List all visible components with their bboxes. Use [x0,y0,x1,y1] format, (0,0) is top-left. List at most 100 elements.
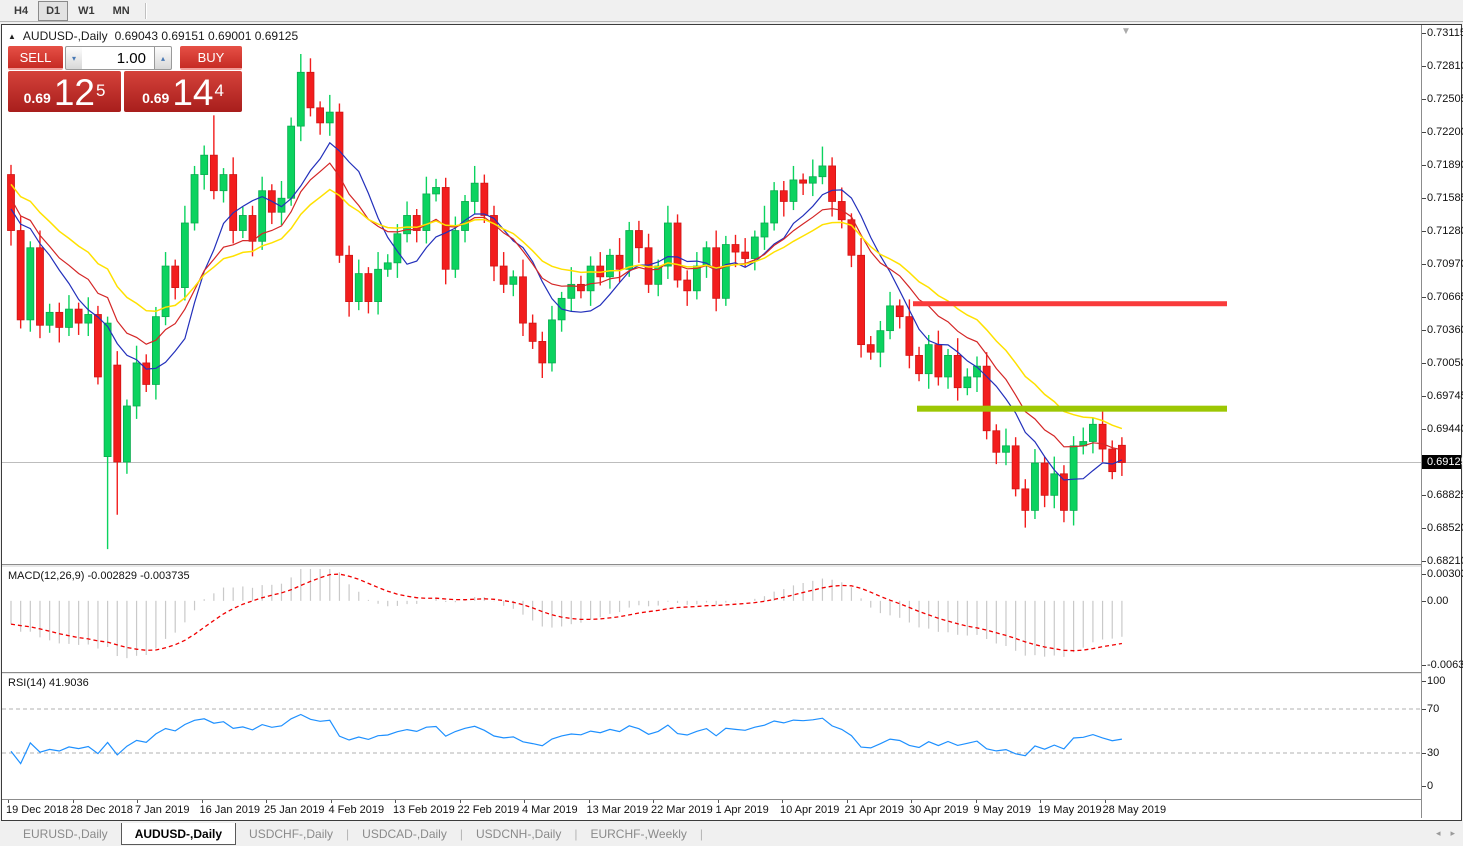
macd-axis-label: -0.006311 [1427,659,1463,671]
candle-body [306,71,315,109]
candle-body [683,279,692,292]
date-axis-tick [1104,800,1106,803]
resistance-line[interactable] [913,301,1227,307]
candle-body [470,182,479,202]
date-label: 7 Jan 2019 [135,804,190,816]
rsi-indicator-panel[interactable]: RSI(14) 41.9036 [2,674,1421,799]
date-label: 22 Mar 2019 [651,804,713,816]
price-axis-tick [1422,396,1426,397]
toolbar-separator [144,2,147,19]
date-axis-tick [330,800,332,803]
date-axis-tick [459,800,461,803]
rsi-label: RSI(14) 41.9036 [8,677,89,689]
rsi-axis-tick [1422,709,1426,710]
macd-signal-line [10,573,1123,652]
date-axis-tick [846,800,848,803]
panel-splitter[interactable] [2,672,1421,674]
volume-increase-button[interactable]: ▴ [154,46,172,70]
main-chart-panel[interactable]: ▲ AUDUSD-,Daily 0.69043 0.69151 0.69001 … [2,25,1421,564]
candle-body [963,376,972,389]
chart-symbol-label: AUDUSD-,Daily [22,29,108,43]
rsi-axis-tick [1422,753,1426,754]
candle-body [509,276,518,285]
price-axis-tick [1422,165,1426,166]
slow-ma-line [10,183,1123,430]
candle-body [712,247,721,299]
candle-body [847,219,856,256]
tab-usdcaddaily[interactable]: USDCAD-,Daily [362,826,447,841]
collapse-triangle-icon[interactable]: ▲ [8,31,16,41]
tab-usdchfdaily[interactable]: USDCHF-,Daily [249,826,334,841]
chart-tab-bar: EURUSD-,Daily AUDUSD-,Daily USDCHF-,Daily |… [0,821,1463,846]
panel-splitter[interactable] [2,564,1421,567]
sell-button[interactable]: SELL [8,46,63,70]
date-axis[interactable]: 19 Dec 2018 28 Dec 2018 7 Jan 2019 16 Jan 2… [2,799,1421,819]
price-axis-label: 0.70665 [1427,291,1463,303]
toolbar-period-d1[interactable]: D1 [38,0,69,21]
volume-decrease-button[interactable]: ▾ [65,46,83,70]
toolbar-period-h4[interactable]: H4 [14,4,29,17]
candle-body [924,344,933,375]
price-axis-tick [1422,330,1426,331]
candle-body [789,179,798,202]
sell-price-display[interactable]: 0.69 12 5 [8,71,121,112]
candle-body [567,283,576,299]
tab-divider: | [346,826,350,841]
candle-body [973,365,981,378]
date-axis-tick [524,800,525,803]
date-label: 19 Dec 2018 [6,804,69,816]
candle-body [519,276,527,324]
candle-body [528,322,537,342]
candle-body [915,354,923,375]
date-axis-tick [717,800,719,803]
rsi-line [10,713,1122,765]
candle-body [779,190,788,202]
candle-body [886,305,894,332]
date-label: 4 Feb 2019 [328,804,385,816]
candle-body [538,341,547,364]
tab-eurusddaily[interactable]: EURUSD-,Daily [23,826,108,841]
tab-eurchfweekly[interactable]: EURCHF-,Weekly [590,826,687,841]
candle-body [1069,445,1078,511]
price-axis-label: 0.72810 [1427,60,1463,72]
macd-axis-label: 0.00 [1427,594,1449,607]
candle-body [354,273,363,302]
macd-axis[interactable]: 0.003035 0.00 -0.006311 [1422,567,1463,672]
candle-body [325,111,334,124]
tab-scroll-left-icon[interactable]: ◂ [1435,828,1441,838]
candle-body [1098,423,1107,450]
price-axis-tick [1422,198,1426,199]
macd-indicator-panel[interactable]: MACD(12,26,9) -0.002829 -0.003735 [2,567,1421,672]
date-label: 30 Apr 2019 [909,804,969,816]
price-axis-tick [1422,132,1426,133]
buy-button[interactable]: BUY [180,46,242,70]
candle-body [94,314,102,378]
candles [7,53,1126,550]
candle-body [692,265,701,292]
tab-usdcnhdaily[interactable]: USDCNH-,Daily [475,826,562,841]
toolbar-period-w1[interactable]: W1 [78,4,95,17]
toolbar-period-mn[interactable]: MN [112,4,130,17]
candle-body [548,319,556,364]
candle-body [316,107,325,124]
sell-price-big: 12 [53,72,95,113]
rsi-axis[interactable]: 100 70 30 0 [1422,674,1461,799]
candle-body [65,308,73,328]
date-label: 1 Apr 2019 [715,804,769,816]
support-line[interactable] [917,405,1227,412]
candle-body [1060,473,1068,511]
price-axis-tick [1422,495,1426,496]
price-axis-tick [1422,363,1426,364]
tab-audusddaily[interactable]: AUDUSD-,Daily [120,822,237,845]
date-axis-tick [72,800,74,803]
chart-shift-marker-icon[interactable]: ▼ [1121,26,1131,37]
rsi-axis-label: 100 [1427,675,1446,687]
candle-body [731,244,740,253]
volume-input[interactable] [82,46,154,70]
buy-price-display[interactable]: 0.69 14 4 [124,71,242,112]
tab-scroll-right-icon[interactable]: ▸ [1450,828,1455,838]
macd-axis-label: 0.003035 [1427,568,1463,580]
candle-body [895,305,904,318]
candle-body [374,268,382,302]
price-axis[interactable]: 0.73115 0.72810 0.72505 0.72200 0.71890 0.715… [1422,25,1463,567]
